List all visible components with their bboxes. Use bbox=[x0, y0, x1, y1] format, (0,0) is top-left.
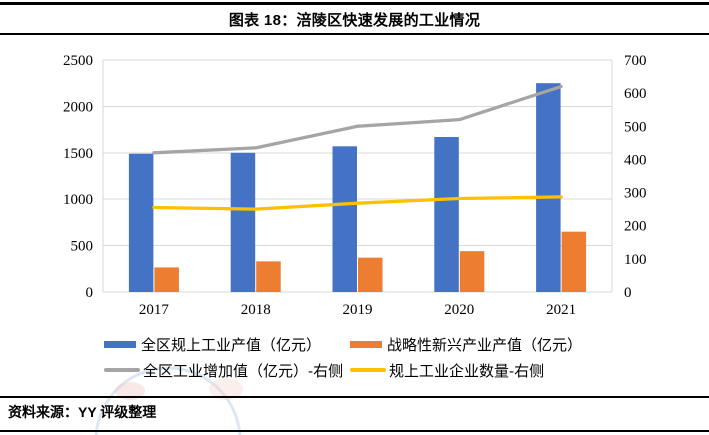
figure-title: 图表 18：涪陵区快速发展的工业情况 bbox=[228, 12, 481, 29]
left-axis-tick-label: 2000 bbox=[63, 99, 93, 115]
bar-全区规上工业产值（亿元）-2017 bbox=[128, 153, 154, 292]
legend-row-2: 全区工业增加值（亿元）-右侧 规上工业企业数量-右侧 bbox=[104, 357, 634, 383]
orange-bar-swatch-icon bbox=[350, 340, 382, 348]
left-axis-tick-label: 1000 bbox=[63, 192, 93, 208]
x-axis-category-label: 2020 bbox=[444, 302, 474, 318]
source-divider-bottom bbox=[0, 430, 709, 432]
x-axis-category-label: 2021 bbox=[546, 302, 576, 318]
left-axis-tick-label: 2500 bbox=[63, 53, 93, 69]
bar-战略性新兴产业产值（亿元）-2018 bbox=[256, 261, 281, 292]
right-axis-tick-label: 500 bbox=[624, 119, 647, 135]
legend-item-gross-industrial-output: 全区规上工业产值（亿元） bbox=[104, 334, 350, 355]
bar-战略性新兴产业产值（亿元）-2020 bbox=[459, 251, 485, 292]
source-note: 资料来源：YY 评级整理 bbox=[8, 404, 157, 420]
x-axis-category-label: 2019 bbox=[343, 302, 373, 318]
left-axis-tick-label: 0 bbox=[86, 285, 94, 301]
watermark-blob bbox=[209, 378, 243, 400]
right-axis-tick-label: 200 bbox=[624, 219, 647, 235]
line-全区工业增加值（亿元）-右侧 bbox=[152, 84, 563, 155]
yellow-line-swatch-icon bbox=[350, 368, 386, 372]
legend-row-1: 全区规上工业产值（亿元） 战略性新兴产业产值（亿元） bbox=[104, 331, 634, 357]
watermark-circle bbox=[94, 366, 242, 435]
top-divider bbox=[0, 2, 709, 5]
left-axis-tick-label: 500 bbox=[71, 239, 94, 255]
bar-全区规上工业产值（亿元）-2021 bbox=[536, 83, 561, 292]
right-axis-tick-label: 100 bbox=[624, 252, 647, 268]
left-axis-tick-label: 1500 bbox=[63, 146, 93, 162]
bar-战略性新兴产业产值（亿元）-2017 bbox=[154, 267, 179, 292]
bar-全区规上工业产值（亿元）-2018 bbox=[230, 152, 256, 292]
bar-战略性新兴产业产值（亿元）-2019 bbox=[358, 257, 383, 292]
bar-战略性新兴产业产值（亿元）-2021 bbox=[561, 231, 587, 292]
legend-label: 战略性新兴产业产值（亿元） bbox=[387, 335, 583, 354]
x-axis-category-label: 2017 bbox=[139, 302, 170, 318]
x-axis-category-label: 2018 bbox=[241, 302, 271, 318]
bar-全区规上工业产值（亿元）-2020 bbox=[434, 137, 459, 292]
gray-line-swatch-icon bbox=[104, 368, 140, 372]
right-axis-tick-label: 700 bbox=[624, 53, 647, 69]
source-divider-top bbox=[0, 396, 709, 398]
legend-label: 全区工业增加值（亿元）-右侧 bbox=[143, 361, 344, 380]
title-divider bbox=[0, 33, 709, 35]
legend-item-industrial-added-value: 全区工业增加值（亿元）-右侧 bbox=[104, 360, 350, 381]
blue-bar-swatch-icon bbox=[104, 340, 136, 348]
legend-item-emerging-industry-output: 战略性新兴产业产值（亿元） bbox=[350, 334, 582, 355]
right-axis-tick-label: 0 bbox=[624, 285, 632, 301]
chart-legend: 全区规上工业产值（亿元） 战略性新兴产业产值（亿元） 全区工业增加值（亿元）-右… bbox=[104, 331, 634, 383]
right-axis-tick-label: 300 bbox=[624, 186, 647, 202]
right-axis-tick-label: 600 bbox=[624, 86, 647, 102]
bar-全区规上工业产值（亿元）-2019 bbox=[332, 146, 357, 292]
legend-label: 规上工业企业数量-右侧 bbox=[389, 361, 545, 380]
watermark-blob bbox=[115, 382, 145, 400]
legend-item-enterprise-count: 规上工业企业数量-右侧 bbox=[350, 360, 544, 381]
line-规上工业企业数量-右侧 bbox=[152, 195, 563, 211]
legend-label: 全区规上工业产值（亿元） bbox=[141, 335, 322, 354]
right-axis-tick-label: 400 bbox=[624, 152, 647, 168]
